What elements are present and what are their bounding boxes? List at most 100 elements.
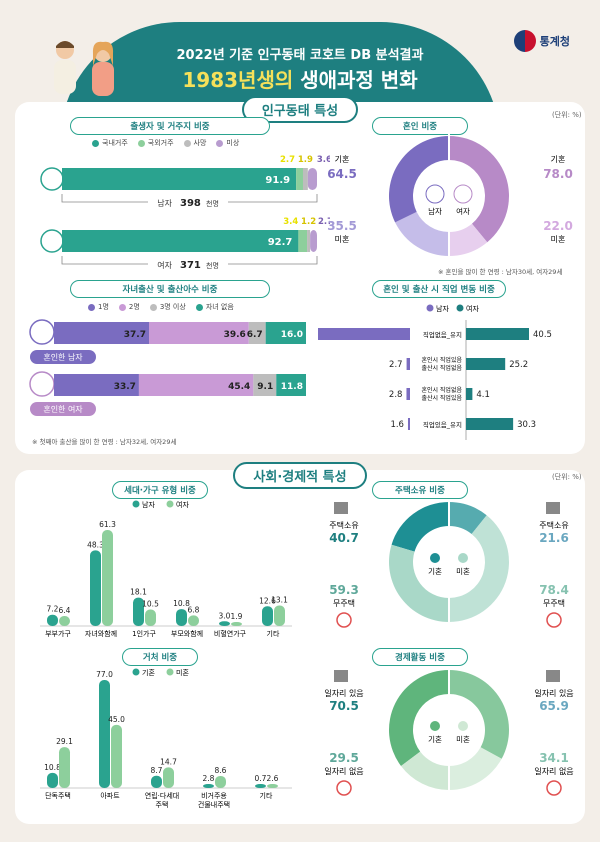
bar-미혼 (215, 775, 226, 788)
woman-avatar-icon (29, 371, 55, 397)
bar-value-label: 18.1 (130, 588, 147, 597)
bar-value-label: 1.2 (301, 217, 316, 227)
category-label: 연립·다세대 (145, 791, 179, 800)
bar-value-label: 2.7 (318, 217, 330, 227)
woman-illustration (86, 40, 120, 98)
header-subtitle: 2022년 기준 인구동태 코호트 DB 분석결과 (176, 48, 424, 63)
bar-value-label: 6.7 (247, 330, 263, 340)
bar-value-label: 16.0 (281, 330, 303, 340)
bar-value-label: 92.7 (268, 237, 293, 248)
bar-value-label: 25.2 (509, 360, 528, 370)
total-unit: 천명 (206, 261, 219, 270)
bar-기혼 (255, 784, 266, 788)
donut-woman-married (449, 136, 509, 243)
category-label: 직업있음_유지 (423, 420, 462, 429)
bar-value-label: 61.3 (99, 520, 116, 529)
bar-value-label: 7.2 (47, 605, 59, 614)
bar-woman (466, 358, 506, 370)
bar-value-label: 4.1 (476, 390, 490, 400)
bar-기혼 (203, 784, 214, 788)
b-label: 일자리 없음 (534, 767, 573, 776)
bar-value-label: 2.8 (389, 390, 403, 400)
no-job-icon (336, 780, 352, 796)
bar-value-label: 29.1 (56, 737, 73, 746)
unmarried-value: 22.0 (543, 219, 573, 233)
donut-right-a (449, 670, 509, 759)
a-value: 40.7 (329, 531, 359, 545)
donut-left-a (391, 502, 449, 552)
category-label: 혼인시 직업없음 (421, 386, 462, 394)
legend-label: 남자 (436, 304, 449, 313)
bar-value-label: 1.9 (231, 612, 243, 621)
total-bg (148, 257, 228, 271)
bar-man (406, 358, 410, 370)
bar-segment-2명 (149, 322, 249, 344)
married-couple-icon (430, 721, 440, 731)
legend-label: 기혼 (142, 668, 155, 677)
chart-title-marriage: 혼인 비중 (372, 117, 468, 135)
bar-value-label: 9.1 (257, 382, 273, 392)
bar-man (318, 328, 410, 340)
chart-title-job-change: 혼인 및 출산 시 직업 변동 비중 (372, 280, 506, 298)
bar-woman (466, 418, 514, 430)
married-value: 64.5 (327, 167, 357, 181)
row-label: 여자 (157, 260, 172, 270)
category-label: 기타 (267, 629, 280, 638)
bar-value-label: 6.4 (59, 606, 71, 615)
chart-title-children: 자녀출산 및 출산아수 비중 (70, 280, 270, 298)
bar-value-label: 1.9 (298, 155, 313, 165)
bar-value-label: 45.4 (228, 382, 250, 392)
bar-segment-자녀 없음 (276, 374, 306, 396)
chart-residence-type: 기혼 미혼 10.8 29.1 단독주택 77.0 45.0 아파트 8.714.7 연립·다세대… (40, 668, 292, 809)
bar-segment-국외거주 (298, 230, 308, 252)
b-label: 무주택 (333, 598, 355, 608)
bar-남자 (176, 609, 187, 626)
married-label: 기혼 (551, 154, 566, 164)
single-person-icon (458, 553, 468, 563)
man-avatar-icon (425, 184, 445, 204)
bar-value-label: 77.0 (96, 670, 113, 679)
b-value: 59.3 (329, 583, 359, 597)
woman-avatar-icon (453, 184, 473, 204)
bar-value-label: 2.7 (389, 360, 403, 370)
bar-value-label: 3.0 (219, 611, 231, 620)
bar-man (406, 388, 410, 400)
a-value: 70.5 (329, 699, 359, 713)
bar-segment-3명 이상 (253, 374, 277, 396)
total-unit: 천명 (206, 199, 219, 208)
bar-여자 (188, 615, 199, 626)
row-label: 남자 (157, 199, 172, 208)
bar-미혼 (267, 784, 278, 788)
bar-value-label: 2.7 (280, 155, 295, 165)
donut-right-b (449, 747, 502, 790)
married-label: 기혼 (335, 154, 350, 164)
bar-segment-1명 (54, 374, 139, 396)
legend-birth-residence: 국내거주 국외거주 사망 미상 (92, 138, 239, 148)
woman-avatar-icon (40, 229, 64, 253)
legend-dot (426, 304, 434, 312)
group-label: 기혼 (428, 566, 442, 576)
married-couple-icon (430, 553, 440, 563)
chart-children: 37.7 39.6 6.7 16.0 혼인한 남자 33.7 45.4 9.1 11.8 혼인한 … (29, 319, 306, 416)
bar-segment-국내거주 (62, 168, 297, 190)
legend-dot (456, 304, 464, 312)
note-marriage: ※ 혼인을 많이 한 연령 : 남자30세, 여자29세 (438, 268, 563, 276)
no-house-icon (336, 612, 352, 628)
unmarried-value: 35.5 (327, 219, 357, 233)
bar-value-label: 11.8 (281, 382, 303, 392)
group-label: 기혼 (428, 734, 442, 744)
b-value: 34.1 (539, 751, 569, 765)
man-avatar-icon (29, 319, 55, 345)
man-avatar-icon (40, 167, 64, 191)
donut-left-a (389, 670, 449, 767)
single-person-icon (458, 721, 468, 731)
bar-value-label: 91.9 (265, 175, 290, 186)
bar-segment-미상 (310, 230, 317, 252)
office-building-icon (334, 670, 348, 682)
a-label: 일자리 있음 (534, 688, 573, 698)
bar-segment-2명 (138, 374, 254, 396)
bar-segment-자녀 없음 (265, 322, 306, 344)
bar-남자 (219, 621, 230, 626)
